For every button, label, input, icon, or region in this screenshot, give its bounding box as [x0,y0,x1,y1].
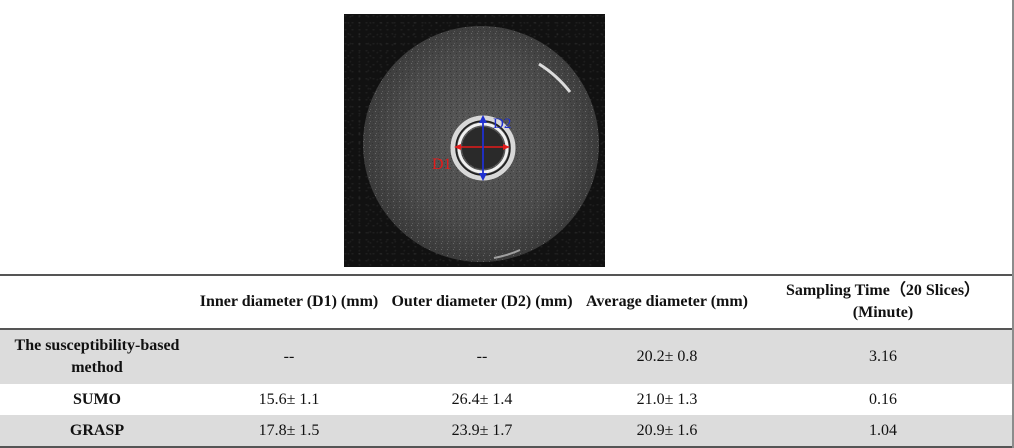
header-average-diameter: Average diameter (mm) [580,274,754,330]
comparison-table-wrap: Inner diameter (D1) (mm) Outer diameter … [0,274,1012,448]
method-cell: SUMO [0,384,194,415]
outer-diameter-cell: 26.4± 1.4 [384,384,580,415]
header-sampling-time: Sampling Time（20 Slices）(Minute) [754,274,1012,330]
d2-label: D2 [493,116,511,132]
right-border-rule [1012,0,1014,448]
header-outer-diameter: Outer diameter (D2) (mm) [384,274,580,330]
method-cell: GRASP [0,415,194,448]
outer-diameter-cell: 23.9± 1.7 [384,415,580,448]
header-method [0,274,194,330]
d2-arrow-top [479,115,487,123]
sampling-time-cell: 1.04 [754,415,1012,448]
phantom-lower-edge-highlight [493,249,521,259]
phantom-edge-highlight [538,62,572,93]
table-header-row: Inner diameter (D1) (mm) Outer diameter … [0,274,1012,330]
d2-arrow-bottom [479,173,487,181]
header-inner-diameter: Inner diameter (D1) (mm) [194,274,384,330]
d1-arrow-left [454,144,461,150]
inner-diameter-cell: -- [194,329,384,384]
average-diameter-cell: 20.2± 0.8 [580,329,754,384]
sampling-time-cell: 0.16 [754,384,1012,415]
table-row: SUMO 15.6± 1.1 26.4± 1.4 21.0± 1.3 0.16 [0,384,1012,415]
sampling-time-cell: 3.16 [754,329,1012,384]
average-diameter-cell: 20.9± 1.6 [580,415,754,448]
table-row: The susceptibility-based method -- -- 20… [0,329,1012,384]
mri-image-svg: D1 D2 [363,26,599,262]
inner-diameter-cell: 15.6± 1.1 [194,384,384,415]
method-cell: The susceptibility-based method [0,329,194,384]
d1-label: D1 [432,156,452,173]
mri-cross-section-image: D1 D2 [344,14,605,267]
inner-diameter-cell: 17.8± 1.5 [194,415,384,448]
d1-arrow-right [503,144,510,150]
table-row: GRASP 17.8± 1.5 23.9± 1.7 20.9± 1.6 1.04 [0,415,1012,448]
comparison-table: Inner diameter (D1) (mm) Outer diameter … [0,274,1012,448]
outer-diameter-cell: -- [384,329,580,384]
average-diameter-cell: 21.0± 1.3 [580,384,754,415]
